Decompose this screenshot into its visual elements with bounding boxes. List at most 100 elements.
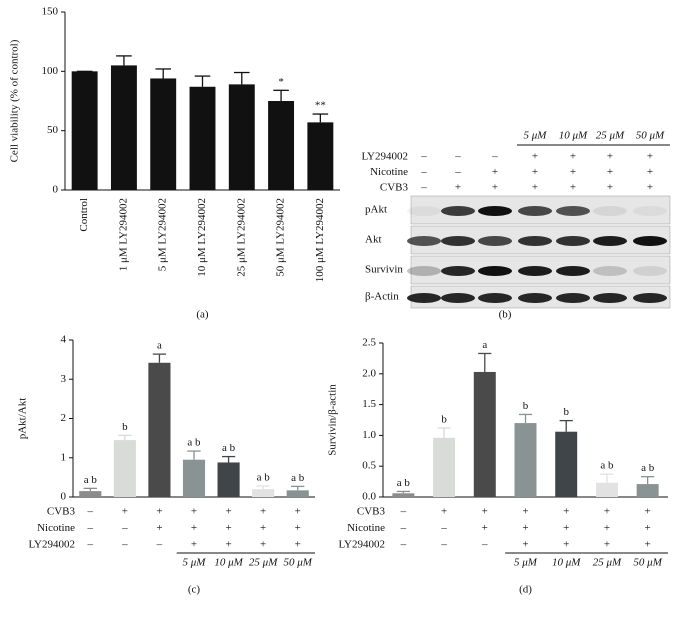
condition-name: CVB3 <box>380 182 409 194</box>
dose-label: 50 μM <box>633 557 662 569</box>
bar <box>182 459 206 497</box>
condition-sign: – <box>454 166 461 178</box>
annotation: a <box>482 339 487 351</box>
annotation: a b <box>84 474 98 486</box>
y-tick-label: 50 <box>47 124 59 136</box>
blot-band <box>518 206 552 216</box>
blot-band <box>407 293 441 303</box>
annotation: * <box>278 76 284 88</box>
blot-band <box>556 206 590 216</box>
blot-band <box>593 266 627 276</box>
condition-sign: + <box>607 151 613 163</box>
condition-sign: + <box>604 522 610 534</box>
band-label: pAkt <box>365 204 387 216</box>
blot-band <box>593 236 627 246</box>
condition-sign: + <box>156 522 162 534</box>
condition-sign: + <box>260 522 266 534</box>
y-tick-label: 4 <box>61 334 67 346</box>
dose-label: 5 μM <box>514 557 538 569</box>
condition-sign: + <box>604 506 610 518</box>
condition-sign: – <box>491 151 498 163</box>
blot-band <box>407 206 441 216</box>
blot-band <box>593 293 627 303</box>
condition-sign: + <box>563 522 569 534</box>
bar <box>595 482 618 497</box>
y-axis-label: pAkt/Akt <box>17 398 29 440</box>
annotation: a b <box>600 460 614 472</box>
blot-band <box>633 293 667 303</box>
bar <box>110 65 137 190</box>
condition-sign: + <box>441 506 447 518</box>
condition-sign: – <box>121 522 128 534</box>
condition-sign: + <box>647 166 653 178</box>
y-tick-label: 100 <box>42 65 59 77</box>
bar <box>189 86 216 190</box>
dose-label: 25 μM <box>596 130 625 142</box>
condition-sign: + <box>563 539 569 551</box>
band-label: Survivin <box>365 264 403 276</box>
annotation: a b <box>222 442 236 454</box>
condition-sign: – <box>156 539 163 551</box>
bar <box>71 71 98 190</box>
bar <box>217 462 240 497</box>
dose-label: 10 μM <box>214 557 243 569</box>
condition-sign: + <box>492 166 498 178</box>
condition-sign: + <box>191 522 197 534</box>
condition-sign: – <box>400 522 407 534</box>
condition-sign: + <box>532 182 538 194</box>
bar <box>228 84 255 190</box>
y-axis-label: Survivin/β-actin <box>327 384 339 456</box>
y-tick-label: 0.0 <box>362 491 376 503</box>
condition-sign: – <box>440 522 447 534</box>
bar <box>473 371 496 497</box>
bar <box>113 440 136 497</box>
condition-sign: – <box>454 151 461 163</box>
condition-name: LY294002 <box>28 539 75 551</box>
dose-label: 5 μM <box>183 557 207 569</box>
condition-sign: + <box>295 506 301 518</box>
panel-label: (a) <box>196 309 209 321</box>
condition-name: LY294002 <box>361 151 408 163</box>
annotation: b <box>122 421 128 433</box>
y-tick-label: 0 <box>61 491 67 503</box>
condition-sign: + <box>225 539 231 551</box>
condition-sign: + <box>260 539 266 551</box>
condition-sign: + <box>225 522 231 534</box>
x-tick-label: 10 μM LY294002 <box>196 198 208 277</box>
blot-band <box>441 266 475 276</box>
panel-label: (b) <box>499 309 512 321</box>
condition-sign: + <box>156 506 162 518</box>
condition-sign: + <box>482 522 488 534</box>
condition-sign: – <box>481 539 488 551</box>
blot-band <box>478 293 512 303</box>
condition-sign: + <box>607 182 613 194</box>
annotation: a b <box>397 477 411 489</box>
condition-sign: + <box>482 506 488 518</box>
blot-band <box>593 206 627 216</box>
annotation: b <box>523 400 529 412</box>
panel-label: (c) <box>188 584 201 596</box>
condition-sign: + <box>647 182 653 194</box>
x-tick-label: Control <box>78 198 90 232</box>
condition-sign: + <box>225 506 231 518</box>
annotation: b <box>563 406 569 418</box>
condition-sign: + <box>604 539 610 551</box>
dose-label: 10 μM <box>559 130 588 142</box>
condition-sign: – <box>440 539 447 551</box>
condition-sign: – <box>87 522 94 534</box>
dose-label: 50 μM <box>283 557 312 569</box>
condition-name: Nicotine <box>37 522 75 534</box>
panel-label: (d) <box>519 584 532 596</box>
condition-sign: + <box>295 522 301 534</box>
bar <box>252 489 275 497</box>
condition-sign: + <box>522 506 528 518</box>
condition-name: CVB3 <box>357 506 386 518</box>
y-tick-label: 0.5 <box>362 460 376 472</box>
annotation: a <box>157 340 162 352</box>
band-label: Akt <box>365 234 382 246</box>
condition-sign: + <box>570 151 576 163</box>
blot-band <box>478 206 512 216</box>
bar <box>636 484 659 497</box>
